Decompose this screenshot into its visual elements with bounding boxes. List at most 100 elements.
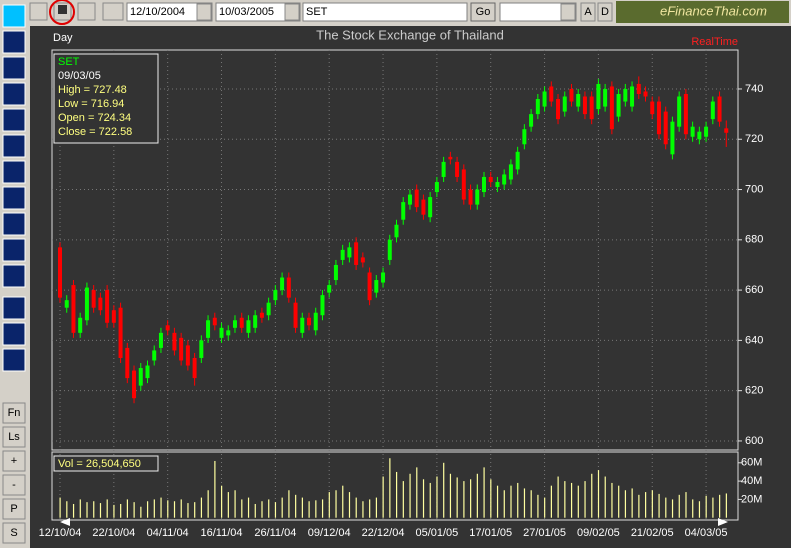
info-high: High = 727.48 bbox=[58, 84, 127, 96]
volume-bar bbox=[375, 497, 378, 518]
volume-bar bbox=[133, 502, 135, 518]
print-button[interactable] bbox=[77, 2, 96, 21]
candle-body bbox=[125, 347, 130, 379]
volume-bar bbox=[496, 485, 499, 518]
tool-button[interactable] bbox=[2, 186, 26, 210]
undo-button[interactable] bbox=[102, 2, 124, 21]
d-button[interactable] bbox=[597, 2, 613, 22]
a-button[interactable] bbox=[580, 2, 596, 22]
volume-bar bbox=[537, 494, 539, 518]
candle-body bbox=[105, 290, 110, 323]
volume-bar bbox=[422, 479, 425, 518]
candle-body bbox=[118, 307, 123, 358]
candle-body bbox=[656, 101, 661, 135]
candle-body bbox=[374, 280, 379, 293]
tool-button[interactable] bbox=[2, 238, 26, 262]
info-date: 09/03/05 bbox=[58, 70, 101, 82]
volume-bar bbox=[705, 495, 707, 518]
volume-bar bbox=[227, 492, 229, 518]
volume-bar bbox=[463, 481, 465, 518]
candle-body bbox=[643, 91, 648, 97]
volume-bar bbox=[268, 499, 270, 518]
go-button[interactable] bbox=[470, 2, 496, 22]
candle-body bbox=[313, 312, 318, 331]
side-button[interactable] bbox=[2, 426, 26, 448]
volume-bar bbox=[678, 494, 680, 518]
candle-body bbox=[226, 330, 231, 336]
tool-button[interactable] bbox=[2, 160, 26, 184]
volume-bar bbox=[221, 485, 223, 518]
tool-button[interactable] bbox=[2, 348, 26, 372]
volume-bar bbox=[604, 476, 606, 518]
x-tick-label: 27/01/05 bbox=[523, 527, 566, 539]
volume-bar bbox=[79, 499, 81, 518]
candle-body bbox=[307, 317, 312, 326]
info-box bbox=[53, 53, 159, 144]
symbol-input[interactable] bbox=[302, 2, 468, 22]
volume-bar bbox=[597, 470, 600, 518]
candle-body bbox=[616, 93, 621, 117]
side-button[interactable] bbox=[2, 498, 26, 520]
tool-button[interactable] bbox=[2, 82, 26, 106]
side-button-label: P bbox=[10, 503, 17, 515]
volume-bar bbox=[382, 476, 384, 518]
start-date: 12/10/2004 bbox=[130, 6, 185, 18]
y-tick-label: 700 bbox=[745, 183, 763, 195]
period: Day bbox=[53, 32, 73, 44]
candle-body bbox=[273, 290, 278, 301]
tool-button[interactable] bbox=[2, 4, 26, 28]
dropdown-arrow[interactable] bbox=[284, 3, 300, 21]
tool-button[interactable] bbox=[2, 134, 26, 158]
candle-body bbox=[320, 295, 325, 316]
x-tick-label: 04/03/05 bbox=[685, 527, 728, 539]
tool-button[interactable] bbox=[2, 322, 26, 346]
end-date-input[interactable] bbox=[215, 2, 301, 22]
candle-body bbox=[219, 327, 224, 338]
side-button[interactable] bbox=[2, 402, 26, 424]
volume-bar bbox=[490, 479, 492, 518]
candle-body bbox=[179, 337, 184, 361]
copy-button[interactable] bbox=[29, 2, 48, 21]
candle-body bbox=[481, 176, 486, 193]
y-tick-label: 740 bbox=[745, 83, 763, 95]
candle-body bbox=[98, 297, 103, 311]
tool-button[interactable] bbox=[2, 212, 26, 236]
y-tick-label: 720 bbox=[745, 133, 763, 145]
candle-body bbox=[717, 96, 722, 122]
side-button[interactable] bbox=[2, 522, 26, 544]
logo-bg bbox=[616, 1, 789, 23]
side-button[interactable] bbox=[2, 450, 26, 472]
candle-body bbox=[710, 101, 715, 120]
start-date-input[interactable] bbox=[126, 2, 213, 22]
period-select[interactable] bbox=[499, 2, 577, 22]
tool-button[interactable] bbox=[2, 264, 26, 288]
tool-button[interactable] bbox=[2, 108, 26, 132]
tool-button[interactable] bbox=[2, 56, 26, 80]
volume-bar bbox=[476, 473, 478, 518]
candle-body bbox=[603, 88, 608, 107]
volume-bar bbox=[591, 473, 593, 518]
side-button-label: + bbox=[11, 455, 17, 467]
dropdown-arrow[interactable] bbox=[196, 3, 212, 21]
volume-bar bbox=[369, 499, 371, 518]
volume-bar bbox=[416, 467, 418, 518]
status: RealTime bbox=[691, 36, 738, 48]
candle-body bbox=[327, 285, 332, 293]
side-button-label: Fn bbox=[8, 407, 21, 419]
dropdown-arrow[interactable] bbox=[560, 3, 576, 21]
volume-bar bbox=[234, 490, 236, 518]
volume-bar bbox=[355, 497, 357, 518]
tool-button[interactable] bbox=[2, 30, 26, 54]
tool-button[interactable] bbox=[2, 296, 26, 320]
chart-title: The Stock Exchange of Thailand bbox=[316, 27, 504, 42]
x-tick-label: 12/10/04 bbox=[39, 527, 82, 539]
candle-body bbox=[704, 126, 709, 137]
volume-bar bbox=[550, 485, 552, 518]
candle-body bbox=[562, 96, 567, 112]
side-button[interactable] bbox=[2, 474, 26, 496]
x-tick-label: 04/11/04 bbox=[147, 527, 189, 539]
candle-body bbox=[434, 181, 439, 193]
candle-body bbox=[495, 181, 500, 188]
volume-bar bbox=[207, 490, 209, 518]
candle-body bbox=[232, 320, 237, 328]
